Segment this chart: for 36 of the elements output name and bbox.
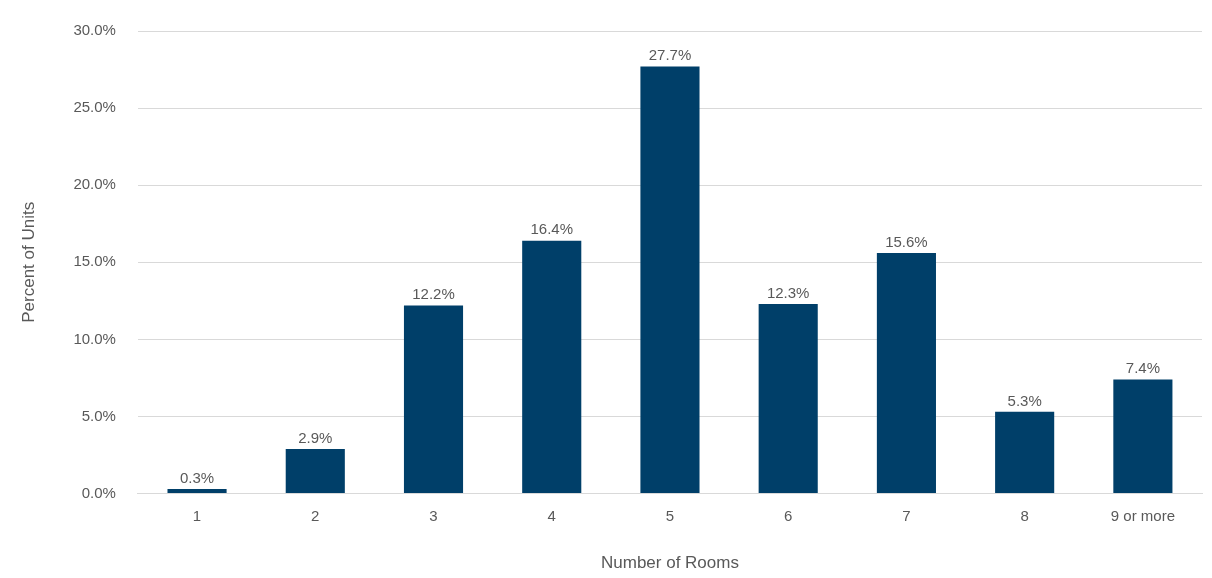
- y-tick-label: 15.0%: [73, 252, 116, 270]
- bar: [758, 303, 818, 494]
- bar: [640, 66, 700, 494]
- x-tick-label: 7: [902, 506, 911, 524]
- bar: [876, 253, 936, 494]
- x-tick-label: 1: [192, 506, 202, 524]
- bar: [403, 305, 464, 494]
- data-label: 12.3%: [766, 283, 810, 301]
- x-tick-label: 6: [784, 506, 793, 524]
- bar: [167, 488, 227, 494]
- y-tick-label: 0.0%: [81, 483, 116, 501]
- data-label: 16.4%: [530, 220, 574, 238]
- data-label: 7.4%: [1125, 359, 1160, 377]
- bar: [522, 240, 582, 494]
- y-axis-title: Percent of Units: [18, 201, 38, 323]
- data-label: 27.7%: [648, 46, 692, 64]
- data-label: 15.6%: [885, 232, 928, 250]
- y-tick-label: 30.0%: [73, 21, 116, 39]
- x-tick-label: 5: [665, 506, 675, 524]
- y-tick-label: 25.0%: [73, 98, 116, 116]
- x-tick-label: 8: [1020, 506, 1029, 524]
- data-label: 0.3%: [179, 468, 215, 486]
- bar: [1113, 379, 1173, 494]
- data-label: 2.9%: [298, 428, 333, 446]
- x-tick-label: 9 or more: [1110, 506, 1175, 524]
- y-tick-label: 20.0%: [73, 175, 116, 193]
- data-label: 12.2%: [412, 285, 455, 303]
- bar: [285, 448, 345, 494]
- x-tick-label: 2: [311, 506, 320, 524]
- y-tick-label: 5.0%: [81, 406, 116, 424]
- x-axis-title: Number of Rooms: [601, 553, 739, 573]
- data-label: 5.3%: [1007, 391, 1042, 409]
- y-tick-label: 10.0%: [73, 329, 116, 347]
- x-tick-label: 4: [547, 506, 556, 524]
- x-tick-label: 3: [429, 506, 438, 524]
- bar: [995, 411, 1055, 494]
